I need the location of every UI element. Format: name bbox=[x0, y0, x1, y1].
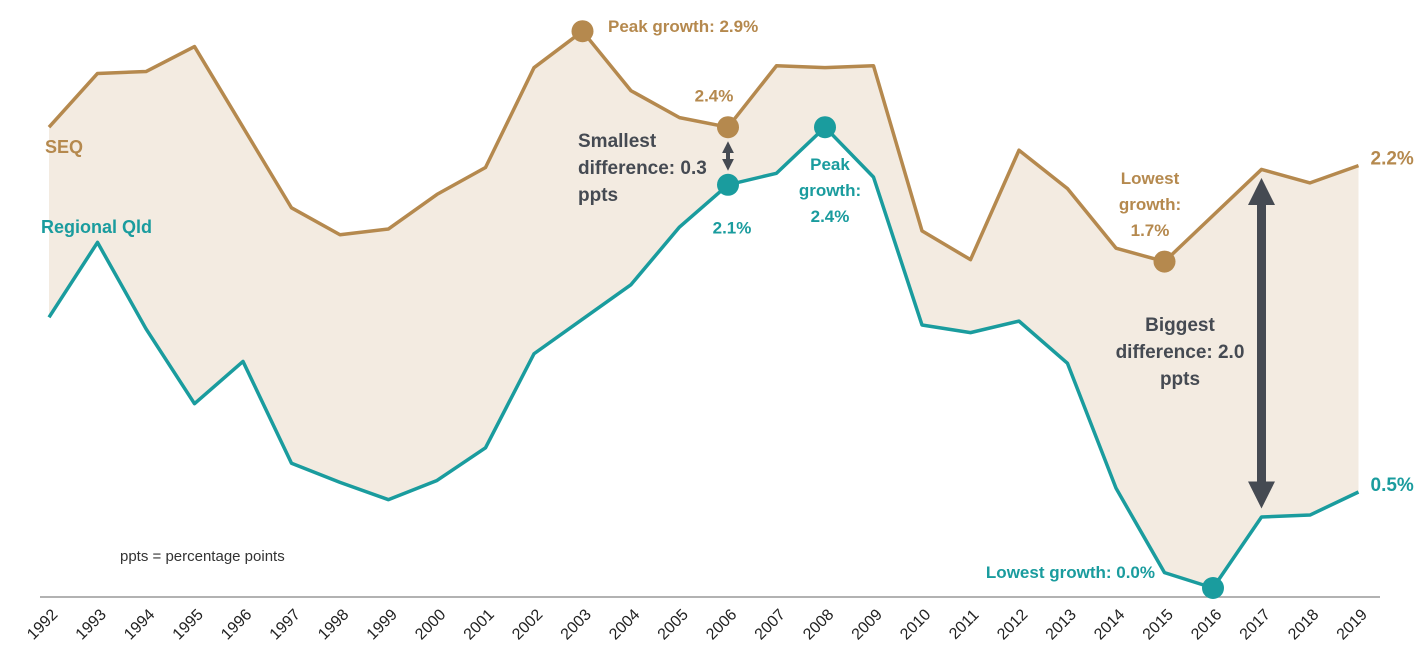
value-label: 2.2% bbox=[1371, 149, 1414, 170]
series-label: Regional Qld bbox=[40, 217, 152, 237]
x-tick-label: 2001 bbox=[461, 606, 498, 643]
x-tick-label: 2013 bbox=[1043, 606, 1080, 643]
highlight-dot bbox=[814, 116, 836, 139]
highlight-dot bbox=[717, 116, 739, 139]
annotation: Peak growth: 2.9% bbox=[608, 17, 759, 36]
annotation: ppts = percentage points bbox=[120, 548, 285, 565]
x-tick-label: 2002 bbox=[509, 606, 546, 643]
annotation: Peak growth: 2.4% bbox=[798, 155, 862, 226]
x-tick-label: 2007 bbox=[752, 606, 789, 643]
x-tick-label: 2017 bbox=[1237, 606, 1274, 643]
series-label: SEQ bbox=[45, 137, 84, 157]
annotation: Biggest difference: 2.0 ppts bbox=[1115, 315, 1245, 390]
highlight-dot bbox=[1202, 577, 1224, 599]
x-tick-label: 2006 bbox=[703, 606, 740, 643]
highlight-dot bbox=[717, 173, 739, 196]
x-tick-label: 1998 bbox=[315, 606, 352, 643]
x-tick-label: 2019 bbox=[1334, 606, 1371, 643]
x-tick-label: 1993 bbox=[73, 606, 110, 643]
x-tick-label: 2016 bbox=[1188, 606, 1225, 643]
x-tick-label: 2008 bbox=[800, 606, 837, 643]
x-tick-label: 2003 bbox=[558, 606, 595, 643]
x-tick-label: 2005 bbox=[655, 606, 692, 643]
x-tick-label: 2004 bbox=[606, 606, 643, 643]
x-tick-label: 2015 bbox=[1140, 606, 1177, 643]
difference-area bbox=[49, 31, 1359, 588]
value-label: 0.5% bbox=[1371, 475, 1414, 496]
x-tick-label: 2018 bbox=[1285, 606, 1322, 643]
annotation: Lowest growth: 0.0% bbox=[985, 563, 1155, 582]
x-tick-label: 1999 bbox=[364, 606, 401, 643]
x-tick-label: 2010 bbox=[897, 606, 934, 643]
x-tick-label: 2000 bbox=[412, 606, 449, 643]
highlight-dot bbox=[1153, 250, 1176, 273]
x-tick-label: 2011 bbox=[946, 607, 982, 643]
highlight-dot bbox=[571, 20, 594, 43]
x-tick-label: 2012 bbox=[994, 606, 1031, 643]
x-tick-label: 1992 bbox=[24, 606, 61, 643]
annotation: Smallest difference: 0.3 ppts bbox=[578, 131, 707, 206]
x-tick-label: 1996 bbox=[218, 606, 255, 643]
x-tick-label: 1994 bbox=[121, 606, 158, 643]
x-tick-label: 1995 bbox=[170, 606, 207, 643]
value-label: 2.1% bbox=[713, 218, 752, 237]
x-tick-label: 1997 bbox=[267, 606, 304, 643]
x-tick-label: 2014 bbox=[1091, 606, 1128, 643]
value-label: 2.4% bbox=[695, 87, 734, 106]
annotation: Lowest growth: 1.7% bbox=[1118, 169, 1182, 240]
x-tick-label: 2009 bbox=[849, 606, 886, 643]
series-line bbox=[47, 125, 1360, 590]
series-line bbox=[47, 29, 1360, 264]
